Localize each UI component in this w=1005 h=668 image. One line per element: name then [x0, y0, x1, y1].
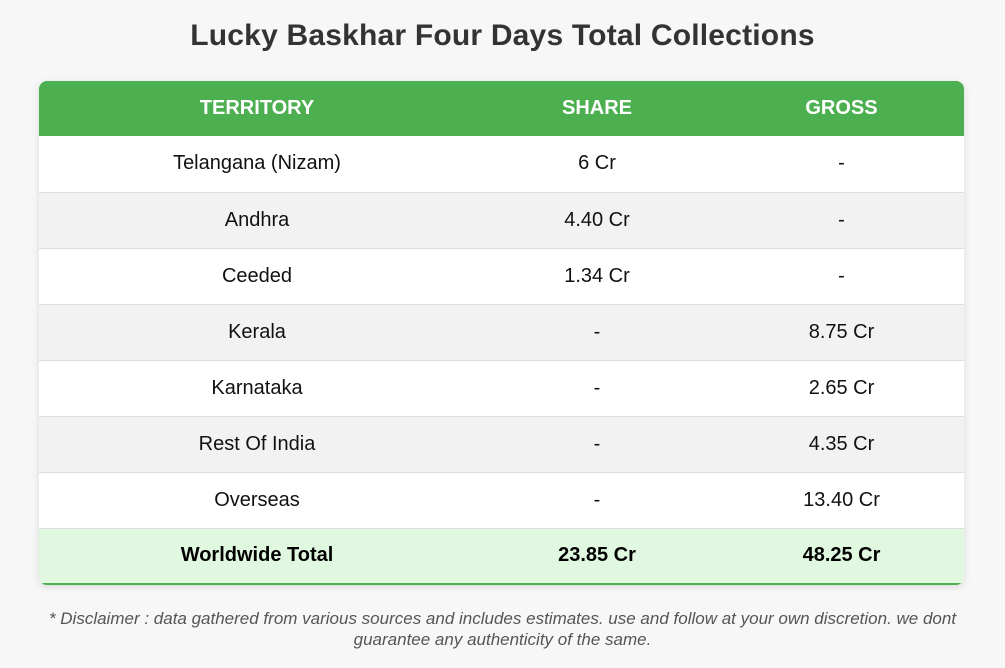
table-row: Overseas - 13.40 Cr	[39, 472, 964, 528]
table-row: Ceeded 1.34 Cr -	[39, 248, 964, 304]
territory-cell: Overseas	[214, 488, 300, 511]
table-row: Rest Of India - 4.35 Cr	[39, 416, 964, 472]
gross-cell: 8.75 Cr	[808, 320, 875, 343]
gross-cell: 13.40 Cr	[803, 488, 880, 511]
table-body: Telangana (Nizam) 6 Cr - Andhra 4.40 Cr …	[39, 136, 964, 584]
table-row: Telangana (Nizam) 6 Cr -	[39, 136, 964, 192]
territory-cell: Kerala	[228, 320, 286, 343]
share-cell: -	[593, 320, 601, 343]
gross-cell: 2.65 Cr	[808, 376, 875, 399]
territory-cell: Ceeded	[221, 264, 293, 287]
disclaimer-text: * Disclaimer : data gathered from variou…	[48, 609, 957, 649]
table-header: TERRITORY SHARE GROSS	[39, 81, 964, 136]
collections-table-card: TERRITORY SHARE GROSS Telangana (Nizam) …	[39, 81, 964, 585]
total-gross-cell: 48.25 Cr	[802, 544, 881, 567]
share-cell: -	[593, 432, 601, 455]
total-label-cell: Worldwide Total	[180, 544, 334, 567]
column-header-gross: GROSS	[805, 97, 878, 119]
territory-cell: Telangana (Nizam)	[173, 152, 341, 175]
territory-cell: Karnataka	[211, 376, 303, 399]
table-header-row: TERRITORY SHARE GROSS	[39, 81, 964, 136]
total-share-cell: 23.85 Cr	[558, 544, 636, 567]
territory-cell: Rest Of India	[198, 432, 316, 455]
gross-cell: -	[838, 264, 845, 287]
column-header-share: SHARE	[561, 97, 632, 119]
column-header-territory: TERRITORY	[199, 97, 315, 119]
share-cell: 4.40 Cr	[564, 208, 630, 231]
total-row: Worldwide Total 23.85 Cr 48.25 Cr	[39, 528, 964, 584]
territory-cell: Andhra	[224, 208, 290, 231]
collections-table: TERRITORY SHARE GROSS Telangana (Nizam) …	[39, 81, 964, 585]
table-row: Andhra 4.40 Cr -	[39, 192, 964, 248]
gross-cell: -	[838, 208, 845, 231]
table-row: Kerala - 8.75 Cr	[39, 304, 964, 360]
share-cell: 1.34 Cr	[564, 264, 630, 287]
gross-cell: 4.35 Cr	[808, 432, 875, 455]
gross-cell: -	[838, 152, 845, 175]
page-title: Lucky Baskhar Four Days Total Collection…	[190, 19, 815, 52]
share-cell: 6 Cr	[578, 152, 616, 175]
table-row: Karnataka - 2.65 Cr	[39, 360, 964, 416]
share-cell: -	[593, 488, 601, 511]
share-cell: -	[593, 376, 601, 399]
